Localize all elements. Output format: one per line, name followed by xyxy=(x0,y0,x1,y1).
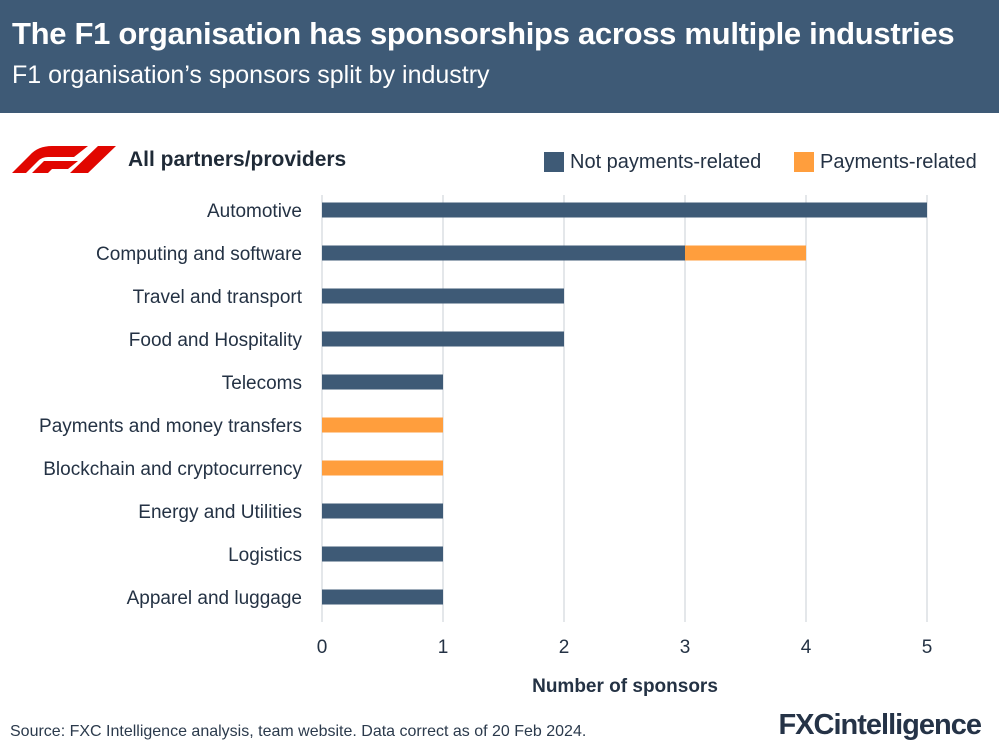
category-label: Apparel and luggage xyxy=(127,588,302,609)
x-axis-label: Number of sponsors xyxy=(532,676,718,697)
chart-heading: All partners/providers xyxy=(128,148,347,171)
chart-subtitle: F1 organisation’s sponsors split by indu… xyxy=(12,61,490,89)
bar-payments xyxy=(322,417,443,433)
bar-not-payments xyxy=(322,589,443,605)
category-label: Travel and transport xyxy=(133,287,303,308)
bar-payments xyxy=(685,245,806,261)
bar-not-payments xyxy=(322,503,443,519)
category-label: Logistics xyxy=(228,545,302,566)
x-tick-label: 5 xyxy=(922,637,933,658)
chart-title: The F1 organisation has sponsorships acr… xyxy=(12,16,955,51)
category-label: Energy and Utilities xyxy=(138,502,302,523)
f1-logo-icon xyxy=(12,146,116,173)
bar-not-payments xyxy=(322,288,564,304)
bar-not-payments xyxy=(322,374,443,390)
x-tick-label: 0 xyxy=(317,637,328,658)
x-tick-label: 1 xyxy=(438,637,449,658)
legend-label-payments: Payments-related xyxy=(820,150,977,173)
category-label: Computing and software xyxy=(96,244,302,265)
legend-swatch-not-payments xyxy=(544,152,564,172)
category-label: Blockchain and cryptocurrency xyxy=(43,459,302,480)
category-label: Telecoms xyxy=(222,373,302,394)
header-banner: The F1 organisation has sponsorships acr… xyxy=(0,0,999,113)
legend-swatch-payments xyxy=(794,152,814,172)
bar-payments xyxy=(322,460,443,476)
bar-not-payments xyxy=(322,546,443,562)
category-label: Payments and money transfers xyxy=(39,416,302,437)
bar-not-payments xyxy=(322,245,685,261)
x-tick-label: 4 xyxy=(801,637,812,658)
category-label: Food and Hospitality xyxy=(129,330,303,351)
x-tick-label: 3 xyxy=(680,637,691,658)
legend-item-payments: Payments-related xyxy=(794,150,977,174)
legend-label-not-payments: Not payments-related xyxy=(570,150,762,173)
legend-item-not-payments: Not payments-related xyxy=(544,150,761,174)
source-note: Source: FXC Intelligence analysis, team … xyxy=(10,723,587,740)
bar-not-payments xyxy=(322,202,927,218)
category-label: Automotive xyxy=(207,201,302,222)
bar-not-payments xyxy=(322,331,564,347)
brand-logo: FXCintelligence xyxy=(778,709,982,741)
x-tick-label: 2 xyxy=(559,637,570,658)
